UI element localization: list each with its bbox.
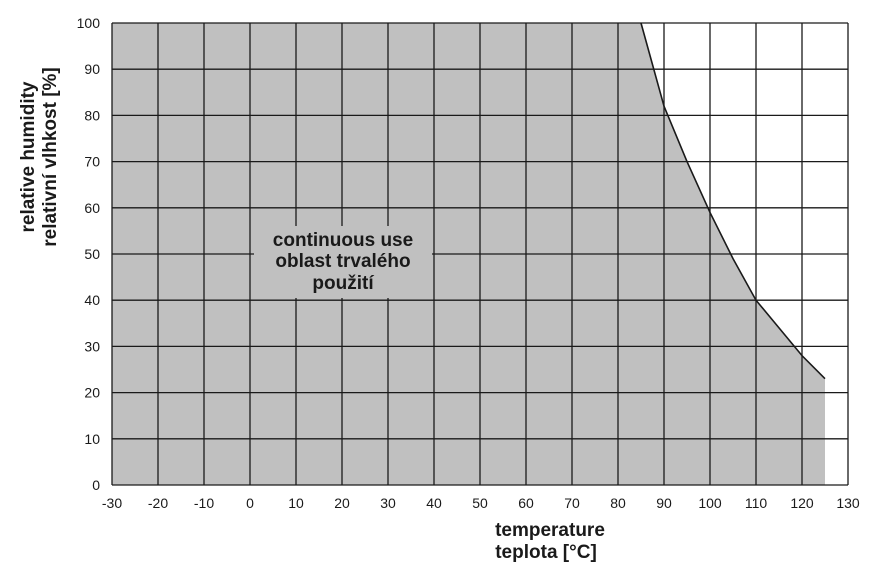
x-tick-label-15: 120 <box>790 495 814 511</box>
y-axis-title-line-2: relativní vlhkost [%] <box>40 67 61 247</box>
y-tick-label-2: 20 <box>84 385 100 401</box>
y-tick-label-5: 50 <box>84 246 100 262</box>
x-tick-label-1: -20 <box>148 495 168 511</box>
y-tick-label-8: 80 <box>84 107 100 123</box>
grid-layer <box>111 22 849 486</box>
x-axis-title-line-1: temperature <box>495 520 605 541</box>
x-tick-label-10: 70 <box>564 495 580 511</box>
x-tick-label-16: 130 <box>836 495 860 511</box>
x-tick-label-0: -30 <box>102 495 122 511</box>
annotation-line-3: použití <box>312 273 374 294</box>
y-tick-labels: 0 10 20 30 40 50 60 70 80 90 100 <box>77 15 101 493</box>
x-tick-label-3: 0 <box>246 495 254 511</box>
x-tick-label-4: 10 <box>288 495 304 511</box>
y-tick-label-6: 60 <box>84 200 100 216</box>
x-tick-label-14: 110 <box>745 495 768 511</box>
y-tick-label-4: 40 <box>84 292 100 308</box>
y-axis-title-line-1: relative humidity <box>18 81 39 232</box>
x-tick-label-11: 80 <box>610 495 626 511</box>
x-axis-title-line-2: teplota [°C] <box>495 542 597 563</box>
x-tick-label-13: 100 <box>698 495 722 511</box>
x-tick-label-6: 30 <box>380 495 396 511</box>
x-tick-label-12: 90 <box>656 495 672 511</box>
annotation-line-1: continuous use <box>273 230 413 251</box>
annotation-line-2: oblast trvalého <box>275 251 410 272</box>
x-tick-label-7: 40 <box>426 495 442 511</box>
boundary-curve <box>640 22 826 380</box>
boundary-layer <box>640 22 826 380</box>
y-tick-label-3: 30 <box>84 338 100 354</box>
y-tick-label-9: 90 <box>84 61 100 77</box>
x-tick-label-2: -10 <box>194 495 214 511</box>
annotation: continuous use oblast trvalého použití <box>254 226 432 298</box>
x-tick-label-5: 20 <box>334 495 350 511</box>
x-tick-label-8: 50 <box>472 495 488 511</box>
x-tick-labels: -30 -20 -10 0 10 20 30 40 50 60 70 80 90 100 110 120 130 <box>102 495 860 511</box>
y-tick-label-0: 0 <box>92 477 100 493</box>
annotation-background <box>254 226 432 298</box>
y-tick-label-7: 70 <box>84 154 100 170</box>
y-tick-label-1: 10 <box>84 431 100 447</box>
x-tick-label-9: 60 <box>518 495 534 511</box>
y-tick-label-10: 100 <box>77 15 101 31</box>
